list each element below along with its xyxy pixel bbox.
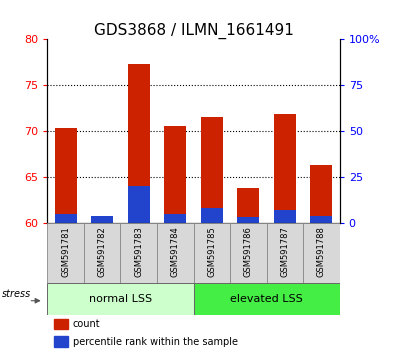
- Bar: [54, 336, 68, 347]
- Text: GSM591785: GSM591785: [207, 227, 216, 277]
- Text: percentile rank within the sample: percentile rank within the sample: [73, 337, 238, 347]
- Text: GSM591788: GSM591788: [317, 227, 326, 277]
- Bar: [274, 210, 296, 223]
- Text: elevated LSS: elevated LSS: [230, 294, 303, 304]
- Bar: [201, 208, 223, 223]
- Bar: [310, 216, 333, 223]
- Bar: [164, 126, 186, 223]
- Bar: [91, 220, 113, 223]
- Text: count: count: [73, 319, 100, 329]
- Title: GDS3868 / ILMN_1661491: GDS3868 / ILMN_1661491: [94, 23, 293, 39]
- Bar: [55, 214, 77, 223]
- Bar: [84, 223, 120, 283]
- Bar: [164, 214, 186, 223]
- Bar: [47, 283, 194, 315]
- Bar: [194, 223, 230, 283]
- Text: GSM591786: GSM591786: [244, 227, 253, 277]
- Bar: [54, 319, 68, 329]
- Text: GSM591784: GSM591784: [171, 227, 180, 277]
- Bar: [194, 283, 340, 315]
- Text: GSM591787: GSM591787: [280, 227, 290, 277]
- Text: GSM591783: GSM591783: [134, 227, 143, 277]
- Bar: [237, 217, 260, 223]
- Bar: [310, 165, 333, 223]
- Text: GSM591781: GSM591781: [61, 227, 70, 277]
- Bar: [120, 223, 157, 283]
- Text: normal LSS: normal LSS: [89, 294, 152, 304]
- Bar: [230, 223, 267, 283]
- Bar: [91, 216, 113, 223]
- Bar: [267, 223, 303, 283]
- Bar: [237, 188, 260, 223]
- Bar: [55, 128, 77, 223]
- Bar: [274, 114, 296, 223]
- Bar: [201, 117, 223, 223]
- Bar: [128, 186, 150, 223]
- Bar: [157, 223, 194, 283]
- Text: GSM591782: GSM591782: [98, 227, 107, 277]
- Text: stress: stress: [2, 289, 32, 299]
- Bar: [47, 223, 84, 283]
- Bar: [128, 64, 150, 223]
- Bar: [303, 223, 340, 283]
